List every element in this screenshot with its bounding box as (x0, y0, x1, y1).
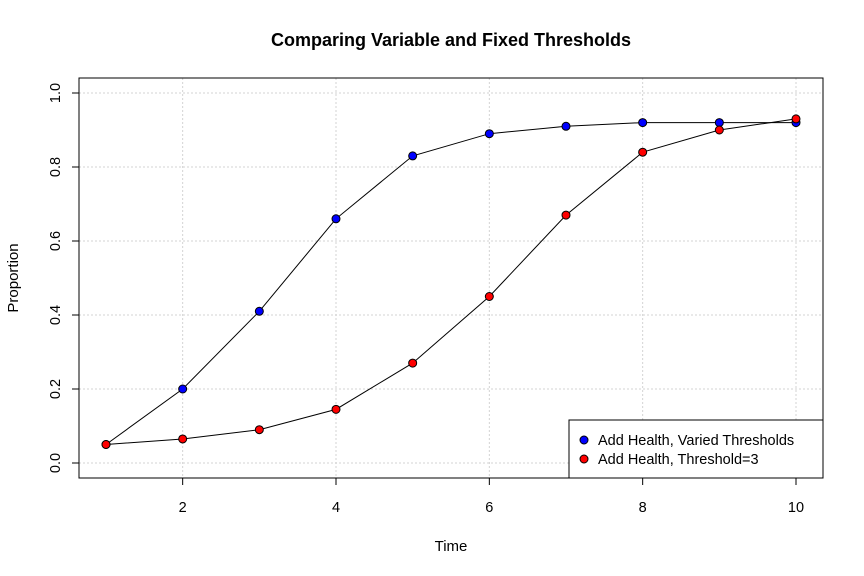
legend-item: Add Health, Threshold=3 (579, 452, 759, 468)
x-tick-label: 6 (485, 500, 493, 516)
x-tick-label: 4 (332, 500, 340, 516)
data-point (178, 434, 188, 444)
legend-item: Add Health, Varied Thresholds (579, 433, 794, 449)
data-point (638, 118, 648, 128)
x-axis-label: Time (435, 538, 468, 555)
series-2 (101, 114, 801, 449)
x-tick-label: 8 (639, 500, 647, 516)
legend-label: Add Health, Varied Thresholds (598, 433, 794, 449)
y-tick-label: 0.4 (48, 305, 64, 325)
legend-label: Add Health, Threshold=3 (598, 452, 759, 468)
y-tick-label: 0.8 (48, 157, 64, 177)
legend-marker (579, 435, 589, 445)
data-point (331, 214, 341, 224)
data-point (331, 404, 341, 414)
series-layer (101, 114, 801, 449)
data-point (638, 147, 648, 157)
grid (79, 78, 823, 478)
data-point (714, 118, 724, 128)
data-point (408, 151, 418, 161)
legend-box (568, 419, 824, 479)
legend-marker (579, 454, 589, 464)
y-tick-label: 0.2 (48, 379, 64, 399)
data-point (561, 121, 571, 131)
y-tick-label: 0.0 (48, 453, 64, 473)
data-point (178, 384, 188, 394)
data-point (484, 292, 494, 301)
chart-title: Comparing Variable and Fixed Thresholds (271, 30, 631, 50)
y-axis: 0.0 0.2 0.4 0.6 0.8 1.0 (48, 83, 80, 473)
series-line (105, 118, 797, 445)
plot-frame (78, 77, 824, 479)
data-point (254, 425, 264, 435)
series-line (105, 122, 796, 445)
y-axis-label: Proportion (5, 243, 22, 312)
y-tick-label: 1.0 (48, 83, 64, 103)
data-point (714, 125, 724, 135)
x-tick-label: 2 (179, 500, 187, 516)
series-1 (101, 118, 801, 449)
legend: Add Health, Varied Thresholds Add Health,… (568, 419, 824, 479)
data-point (254, 306, 264, 316)
y-tick-label: 0.6 (48, 231, 64, 251)
x-axis: 2 4 6 8 10 (179, 477, 804, 516)
data-point (408, 358, 418, 368)
data-point (791, 114, 801, 124)
data-point (484, 129, 494, 139)
data-point (101, 440, 111, 449)
data-point (561, 210, 571, 220)
x-tick-label: 10 (788, 500, 804, 516)
